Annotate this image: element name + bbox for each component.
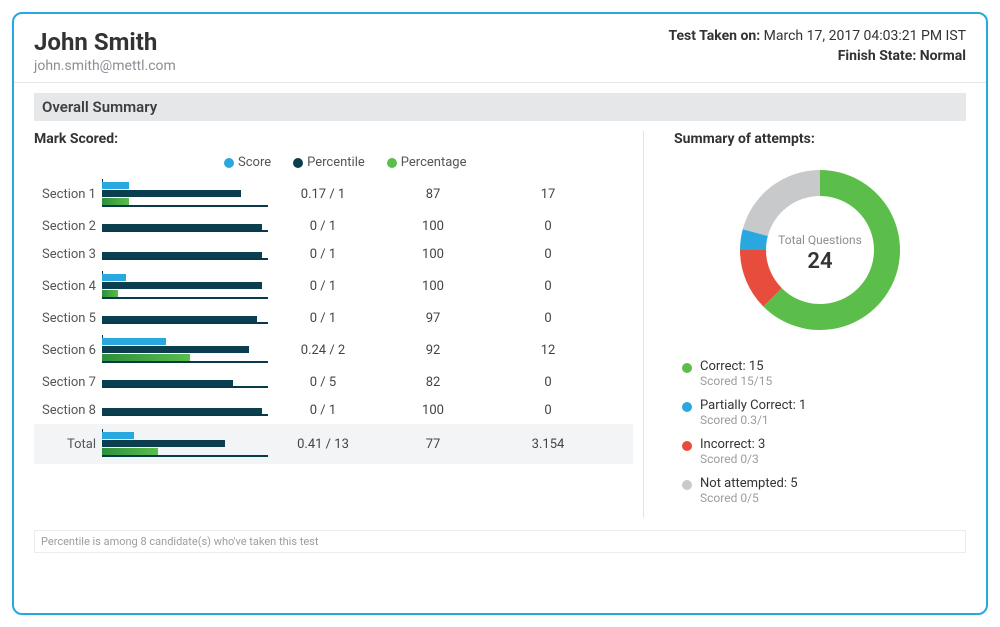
score-rows: Section 10.17 / 18717Section 20 / 11000S… xyxy=(34,176,633,464)
row-label: Section 4 xyxy=(34,279,102,294)
table-row: Section 7 0 / 5820 xyxy=(34,368,633,396)
legend-label: Not attempted: 5 xyxy=(700,476,966,491)
cell-percentage: 0 xyxy=(488,247,608,262)
cell-percentile: 100 xyxy=(378,403,488,418)
legend-label: Partially Correct: 1 xyxy=(700,398,966,413)
legend-sub: Scored 0/5 xyxy=(700,491,966,505)
cell-score: 0 / 1 xyxy=(268,403,378,418)
legend-item-partial: Partially Correct: 1Scored 0.3/1 xyxy=(700,398,966,427)
chart-legend: Score Percentile Percentage xyxy=(224,155,633,170)
cell-percentage: 0 xyxy=(488,375,608,390)
section-bars xyxy=(102,310,268,326)
donut-chart: Total Questions 24 xyxy=(674,155,966,345)
table-row: Section 4 0 / 11000 xyxy=(34,268,633,304)
row-label: Section 5 xyxy=(34,311,102,326)
section-bars xyxy=(102,246,268,262)
cell-percentage: 12 xyxy=(488,343,608,358)
dot-score-icon xyxy=(224,158,234,168)
report-card: John Smith john.smith@mettl.com Test Tak… xyxy=(12,12,988,615)
cell-percentile: 100 xyxy=(378,279,488,294)
section-bars xyxy=(102,218,268,234)
table-row: Section 1 0.17 / 18717 xyxy=(34,176,633,212)
legend-item-correct: Correct: 15Scored 15/15 xyxy=(700,359,966,388)
attempts-legend: Correct: 15Scored 15/15 Partially Correct… xyxy=(674,359,966,505)
cell-percentage: 17 xyxy=(488,187,608,202)
table-row: Section 5 0 / 1970 xyxy=(34,304,633,332)
cell-percentile: 92 xyxy=(378,343,488,358)
legend-sub: Scored 0.3/1 xyxy=(700,413,966,427)
row-label: Section 1 xyxy=(34,187,102,202)
section-bars xyxy=(102,271,268,301)
legend-score: Score xyxy=(224,155,271,170)
overall-summary-bar: Overall Summary xyxy=(34,93,966,121)
cell-percentile: 77 xyxy=(378,437,488,452)
cell-percentile: 97 xyxy=(378,311,488,326)
attempts-panel: Summary of attempts: Total Questions 24 C… xyxy=(644,131,966,518)
legend-percentile: Percentile xyxy=(293,155,365,170)
row-label: Section 6 xyxy=(34,343,102,358)
candidate-email: john.smith@mettl.com xyxy=(34,58,176,74)
header: John Smith john.smith@mettl.com Test Tak… xyxy=(14,14,986,83)
test-taken-value: March 17, 2017 04:03:21 PM IST xyxy=(764,28,966,44)
legend-percentage: Percentage xyxy=(387,155,467,170)
footnote: Percentile is among 8 candidate(s) who'v… xyxy=(34,530,966,553)
donut-center-value: 24 xyxy=(807,249,832,274)
cell-percentile: 100 xyxy=(378,247,488,262)
section-bars xyxy=(102,335,268,365)
finish-state-value: Normal xyxy=(920,48,966,64)
cell-score: 0 / 5 xyxy=(268,375,378,390)
row-label: Total xyxy=(34,437,102,452)
row-label: Section 2 xyxy=(34,219,102,234)
finish-state-label: Finish State: xyxy=(838,48,917,64)
legend-sub: Scored 0/3 xyxy=(700,452,966,466)
section-bars xyxy=(102,179,268,209)
section-bars xyxy=(102,374,268,390)
cell-score: 0 / 1 xyxy=(268,247,378,262)
cell-percentile: 87 xyxy=(378,187,488,202)
cell-percentage: 0 xyxy=(488,403,608,418)
dot-percentile-icon xyxy=(293,158,303,168)
donut-seg-na xyxy=(743,170,820,236)
legend-item-incorrect: Incorrect: 3Scored 0/3 xyxy=(700,437,966,466)
cell-percentage: 0 xyxy=(488,219,608,234)
cell-percentile: 82 xyxy=(378,375,488,390)
row-label: Section 8 xyxy=(34,403,102,418)
row-label: Section 3 xyxy=(34,247,102,262)
legend-item-na: Not attempted: 5Scored 0/5 xyxy=(700,476,966,505)
mark-scored-panel: Mark Scored: Score Percentile Percentage… xyxy=(34,131,644,518)
test-taken-label: Test Taken on: xyxy=(668,28,760,44)
table-row: Section 8 0 / 11000 xyxy=(34,396,633,424)
table-row-total: Total 0.41 / 13773.154 xyxy=(34,424,633,464)
row-label: Section 7 xyxy=(34,375,102,390)
donut-center-label: Total Questions xyxy=(778,233,862,247)
cell-percentage: 0 xyxy=(488,279,608,294)
legend-label: Incorrect: 3 xyxy=(700,437,966,452)
table-row: Section 2 0 / 11000 xyxy=(34,212,633,240)
dot-percentage-icon xyxy=(387,158,397,168)
cell-score: 0.41 / 13 xyxy=(268,437,378,452)
cell-percentile: 100 xyxy=(378,219,488,234)
cell-score: 0 / 1 xyxy=(268,311,378,326)
table-row: Section 3 0 / 11000 xyxy=(34,240,633,268)
legend-label: Correct: 15 xyxy=(700,359,966,374)
table-row: Section 6 0.24 / 29212 xyxy=(34,332,633,368)
candidate-name: John Smith xyxy=(34,28,176,56)
mark-scored-label: Mark Scored: xyxy=(34,131,633,147)
candidate-block: John Smith john.smith@mettl.com xyxy=(34,28,176,74)
cell-percentage: 0 xyxy=(488,311,608,326)
meta-block: Test Taken on: March 17, 2017 04:03:21 P… xyxy=(668,28,966,64)
overall-summary-label: Overall Summary xyxy=(42,98,157,116)
attempts-heading: Summary of attempts: xyxy=(674,131,966,147)
cell-score: 0 / 1 xyxy=(268,219,378,234)
body: Mark Scored: Score Percentile Percentage… xyxy=(14,121,986,524)
cell-score: 0.24 / 2 xyxy=(268,343,378,358)
section-bars xyxy=(102,402,268,418)
legend-sub: Scored 15/15 xyxy=(700,374,966,388)
cell-score: 0 / 1 xyxy=(268,279,378,294)
cell-score: 0.17 / 1 xyxy=(268,187,378,202)
cell-percentage: 3.154 xyxy=(488,437,608,452)
section-bars xyxy=(102,429,268,459)
